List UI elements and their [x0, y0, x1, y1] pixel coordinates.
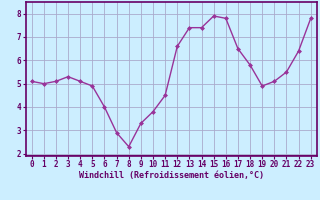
X-axis label: Windchill (Refroidissement éolien,°C): Windchill (Refroidissement éolien,°C): [79, 171, 264, 180]
